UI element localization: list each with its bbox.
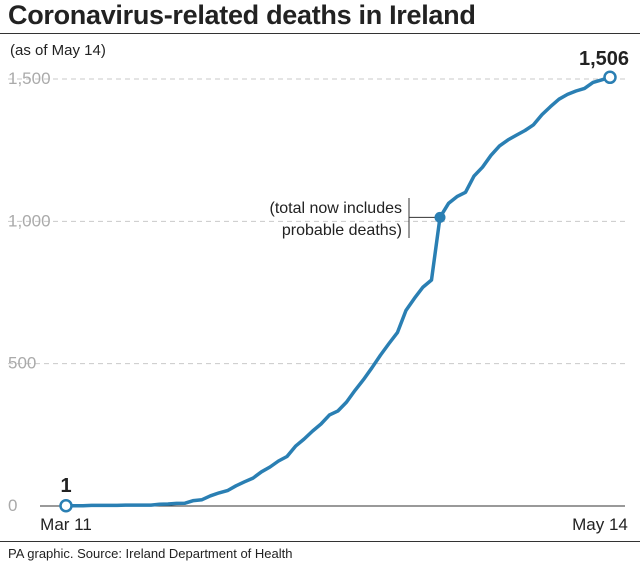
data-label-end: 1,506 [579, 48, 629, 70]
series-line-deaths [64, 75, 612, 508]
start-point-marker [59, 498, 73, 513]
y-tick-label-500: 500 [8, 354, 36, 373]
title-rule [0, 33, 640, 34]
annotation-text-line-1: (total now includes [269, 200, 402, 217]
chart-subtitle: (as of May 14) [10, 42, 106, 59]
line-chart: 0 500 1,000 1,500 Mar 11 May 14 (total now inc… [8, 48, 629, 534]
footer-rule [0, 541, 640, 542]
data-label-start: 1 [60, 475, 71, 497]
x-tick-label-end: May 14 [572, 515, 628, 534]
y-tick-label-1500: 1,500 [8, 69, 51, 88]
chart-title: Coronavirus-related deaths in Ireland [8, 0, 476, 30]
y-tick-label-1000: 1,000 [8, 211, 51, 230]
annotation-marker [434, 211, 446, 223]
annotation-text-line-2: probable deaths) [282, 222, 402, 239]
end-point-marker [603, 70, 617, 85]
source-note: PA graphic. Source: Ireland Department o… [8, 546, 293, 561]
y-tick-label-0: 0 [8, 496, 17, 515]
x-tick-label-start: Mar 11 [40, 515, 92, 534]
